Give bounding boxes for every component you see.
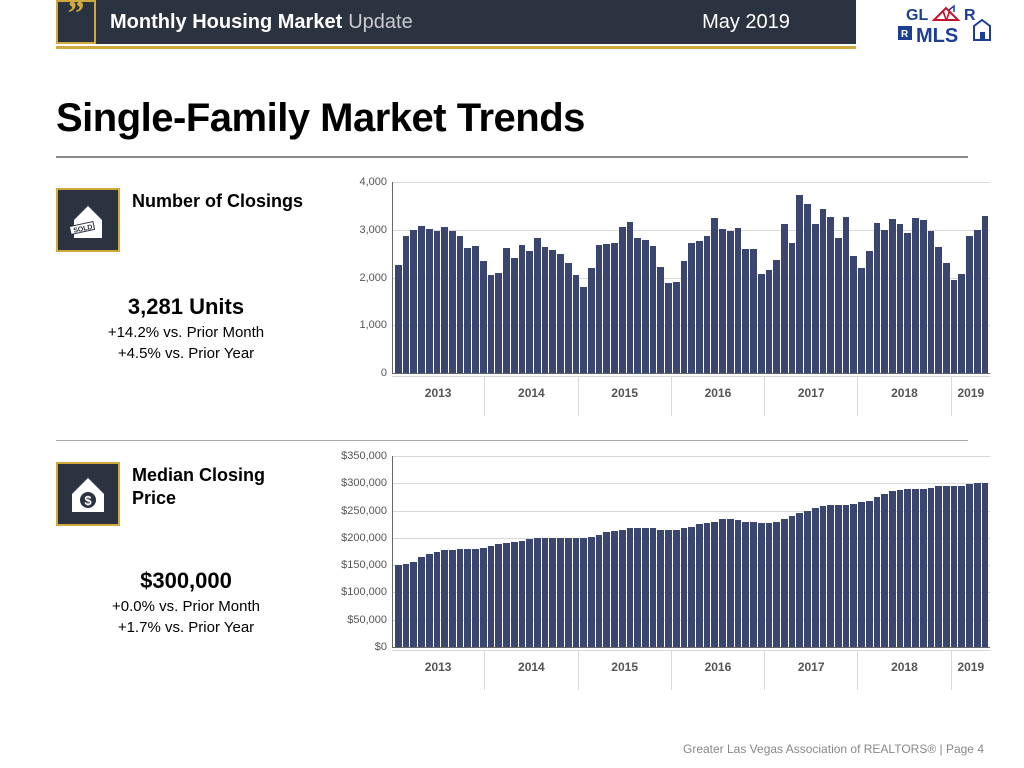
svg-text:R: R: [964, 7, 976, 24]
dollar-house-icon: $: [56, 462, 120, 526]
svg-text:$: $: [84, 493, 92, 508]
glvar-mls-logo: GL R V R MLS: [876, 2, 996, 50]
price-stats: $300,000 +0.0% vs. Prior Month +1.7% vs.…: [56, 568, 316, 636]
closings-delta-month: +14.2% vs. Prior Month: [56, 324, 316, 341]
svg-text:R: R: [901, 29, 909, 40]
svg-text:GL: GL: [906, 7, 928, 24]
header-date: May 2019: [636, 0, 856, 44]
price-label: Median Closing Price: [132, 464, 312, 509]
page-title: Single-Family Market Trends: [56, 96, 585, 141]
price-chart: $0$50,000$100,000$150,000$200,000$250,00…: [328, 452, 996, 690]
header-title-bar: Monthly Housing Market Update: [56, 0, 636, 44]
svg-text:MLS: MLS: [916, 25, 958, 47]
section-closings: SOLD Number of Closings 3,281 Units +14.…: [28, 178, 996, 430]
closings-delta-year: +4.5% vs. Prior Year: [56, 345, 316, 362]
header: Monthly Housing Market Update ” May 2019…: [0, 0, 1024, 54]
closings-chart: 01,0002,0003,0004,0002013201420152016201…: [328, 178, 996, 416]
header-underline: [56, 46, 856, 49]
title-rule: [56, 156, 968, 158]
sold-house-icon: SOLD: [56, 188, 120, 252]
closings-label: Number of Closings: [132, 190, 312, 213]
closings-stats: 3,281 Units +14.2% vs. Prior Month +4.5%…: [56, 294, 316, 362]
header-title-light: Update: [348, 11, 413, 34]
price-delta-year: +1.7% vs. Prior Year: [56, 619, 316, 636]
quote-icon: ”: [56, 0, 96, 44]
header-title-bold: Monthly Housing Market: [110, 11, 342, 34]
footer: Greater Las Vegas Association of REALTOR…: [683, 742, 984, 756]
row-separator: [56, 440, 968, 441]
closings-value: 3,281 Units: [56, 294, 316, 320]
price-delta-month: +0.0% vs. Prior Month: [56, 598, 316, 615]
section-price: $ Median Closing Price $300,000 +0.0% vs…: [28, 452, 996, 710]
price-value: $300,000: [56, 568, 316, 594]
header-date-text: May 2019: [702, 11, 790, 34]
